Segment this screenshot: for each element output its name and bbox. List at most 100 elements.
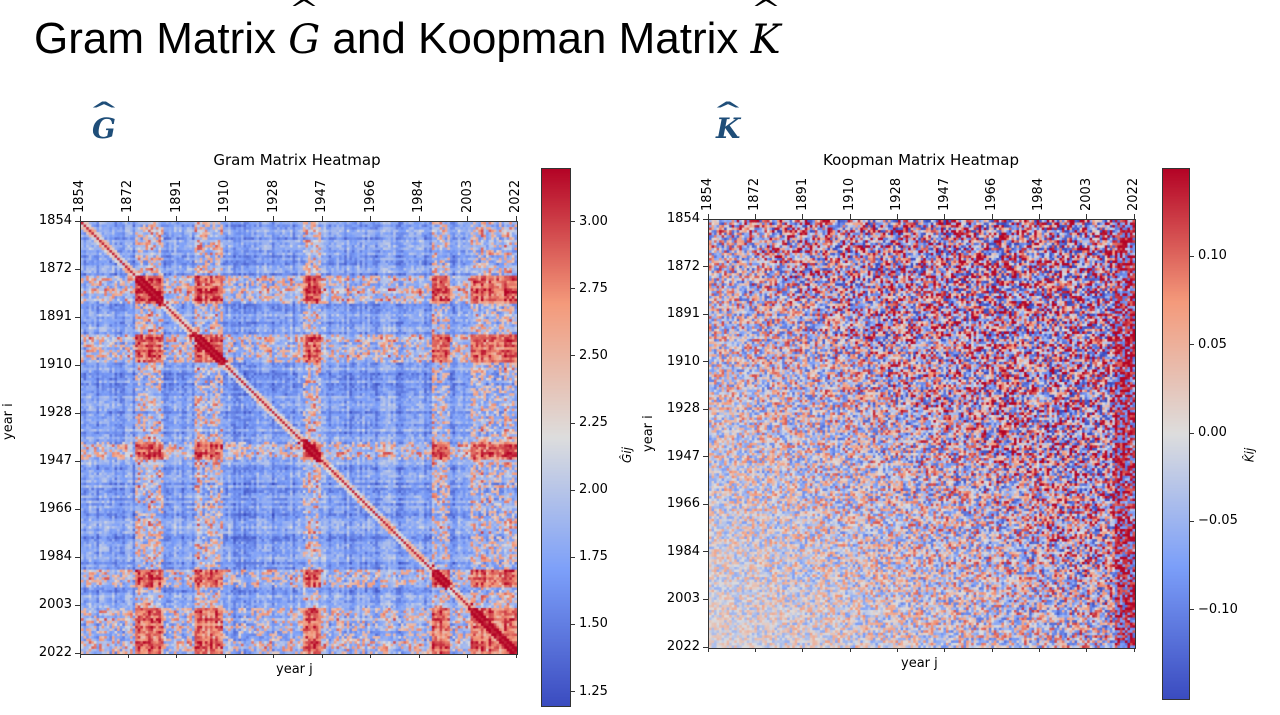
y-tick-label: 2003 [38, 597, 72, 612]
x-tick-mark [896, 214, 898, 219]
y-tick-label: 1984 [666, 543, 700, 559]
y-tick-label: 2022 [38, 645, 72, 660]
slide-title: Gram Matrix G and Koopman Matrix K [34, 14, 781, 64]
colorbar-tick-label: 1.75 [579, 549, 608, 565]
x-tick-mark [273, 216, 275, 221]
y-tick-mark [75, 604, 80, 606]
x-tick-mark [127, 216, 129, 221]
gram-colorbar [541, 168, 571, 707]
colorbar-tick-label: 2.50 [579, 347, 608, 363]
koopman-colorbar [1162, 168, 1190, 700]
x-tick-mark-bottom [991, 648, 993, 652]
y-tick-mark [75, 460, 80, 462]
y-tick-mark [75, 316, 80, 318]
y-tick-label: 1947 [38, 453, 72, 468]
y-tick-label: 1966 [666, 496, 700, 512]
y-tick-mark [703, 503, 708, 505]
colorbar-tick-mark [570, 623, 575, 625]
colorbar-tick-mark [1189, 520, 1194, 522]
colorbar-tick-label: 0.10 [1198, 248, 1227, 264]
x-tick-mark-bottom [1038, 648, 1040, 652]
x-tick-label: 1928 [889, 177, 905, 211]
y-tick-mark [703, 266, 708, 268]
y-tick-mark [75, 508, 80, 510]
y-tick-label: 1872 [38, 261, 72, 276]
colorbar-tick-label: 1.50 [579, 616, 608, 632]
colorbar-tick-mark [570, 556, 575, 558]
x-tick-mark-bottom [944, 648, 946, 652]
x-tick-mark-bottom [896, 648, 898, 652]
x-tick-mark-bottom [802, 648, 804, 652]
x-tick-mark-bottom [224, 654, 226, 658]
y-tick-label: 1891 [666, 306, 700, 322]
x-tick-label: 1891 [168, 179, 184, 213]
y-tick-mark [703, 313, 708, 315]
y-tick-label: 1910 [38, 357, 72, 372]
x-tick-mark-bottom [467, 654, 469, 658]
x-tick-mark-bottom [370, 654, 372, 658]
colorbar-tick-label: 2.00 [579, 482, 608, 498]
y-tick-label: 1891 [38, 309, 72, 324]
x-tick-mark-bottom [707, 648, 709, 652]
x-tick-label: 2022 [508, 179, 523, 213]
y-tick-label: 1910 [666, 353, 700, 369]
colorbar-tick-label: 0.00 [1198, 425, 1227, 440]
title-symbol-k: K [751, 17, 781, 63]
x-tick-mark-bottom [1086, 648, 1088, 652]
x-tick-mark [754, 214, 756, 219]
colorbar-tick-label: 2.75 [579, 280, 608, 296]
y-tick-label: 2022 [666, 639, 700, 654]
colorbar-tick-mark [1189, 344, 1194, 346]
x-tick-label: 1872 [120, 179, 136, 213]
x-tick-mark [991, 214, 993, 219]
x-tick-mark-bottom [849, 648, 851, 652]
x-tick-mark [370, 216, 372, 221]
x-tick-mark [176, 216, 178, 221]
x-tick-mark [224, 216, 226, 221]
chart-title-gram: Gram Matrix Heatmap [213, 151, 381, 169]
x-tick-mark-bottom [79, 654, 81, 658]
title-symbol-g: G [288, 17, 320, 63]
y-tick-label: 1966 [38, 501, 72, 516]
y-tick-label: 1854 [38, 213, 72, 228]
colorbar-tick-label: −0.05 [1198, 513, 1238, 529]
x-tick-label: 1966 [362, 179, 378, 213]
x-tick-label: 1854 [700, 177, 715, 211]
y-tick-label: 1928 [38, 405, 72, 420]
x-tick-label: 1854 [72, 179, 87, 213]
colorbar-tick-label: 3.00 [579, 213, 608, 229]
x-tick-mark [418, 216, 420, 221]
x-tick-label: 1910 [842, 177, 857, 211]
y-tick-mark [75, 412, 80, 414]
x-tick-mark-bottom [176, 654, 178, 658]
x-tick-label: 1984 [1031, 177, 1047, 211]
x-tick-mark [321, 216, 323, 221]
colorbar-tick-label: 1.25 [579, 683, 608, 699]
x-tick-mark [467, 216, 469, 221]
y-tick-label: 1872 [666, 258, 700, 274]
colorbar-tick-label: 2.25 [579, 415, 608, 431]
x-tick-label: 1910 [217, 179, 233, 213]
x-tick-label: 1984 [411, 179, 427, 213]
y-tick-mark [703, 408, 708, 410]
y-tick-label: 1947 [666, 448, 700, 464]
colorbar-tick-mark [570, 691, 575, 693]
gram-ylabel: year i [1, 403, 16, 440]
x-tick-mark [802, 214, 804, 219]
colorbar-tick-mark [1189, 255, 1194, 257]
colorbar-tick-mark [1189, 432, 1194, 434]
koopman-ylabel: year i [641, 415, 656, 452]
y-tick-mark [75, 364, 80, 366]
koopman-xlabel: year j [901, 656, 938, 671]
y-tick-label: 1984 [38, 549, 72, 564]
x-tick-mark-bottom [1133, 648, 1135, 652]
y-tick-label: 1854 [666, 211, 700, 226]
koopman-heatmap [708, 219, 1136, 649]
x-tick-mark [944, 214, 946, 219]
colorbar-tick-label: −0.10 [1198, 601, 1238, 617]
x-tick-mark-bottom [127, 654, 129, 658]
title-prefix: Gram Matrix [34, 14, 289, 63]
title-mid: and Koopman Matrix [320, 14, 751, 63]
gram-heatmap [80, 221, 518, 655]
x-tick-mark [1133, 214, 1135, 219]
